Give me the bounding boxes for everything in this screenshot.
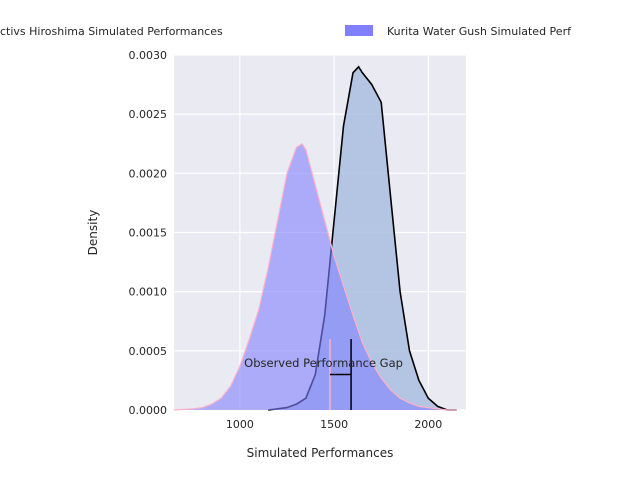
gap-markers bbox=[329, 339, 352, 410]
x-tick-label-1: 1500 bbox=[320, 418, 348, 431]
y-tick-label-5: 0.0025 bbox=[129, 108, 168, 121]
x-tick-labels: 1000 1500 2000 bbox=[226, 418, 442, 431]
y-tick-label-0: 0.0000 bbox=[129, 404, 168, 417]
y-tick-label-4: 0.0020 bbox=[129, 167, 168, 180]
legend-label-kurita: Kurita Water Gush Simulated Perf bbox=[387, 25, 572, 38]
density-areas bbox=[173, 65, 457, 411]
legend-swatch-kurita bbox=[345, 25, 373, 36]
annotation-observed-gap: Observed Performance Gap bbox=[244, 356, 403, 370]
x-tick-label-0: 1000 bbox=[226, 418, 254, 431]
area-series-1 bbox=[268, 66, 457, 411]
line-series-0 bbox=[173, 142, 457, 411]
legend: ctivs Hiroshima Simulated Performances K… bbox=[0, 25, 572, 38]
legend-label-activs-hiroshima: ctivs Hiroshima Simulated Performances bbox=[0, 25, 223, 38]
y-tick-label-2: 0.0010 bbox=[129, 286, 168, 299]
x-axis-label: Simulated Performances bbox=[247, 446, 394, 460]
y-tick-label-3: 0.0015 bbox=[129, 227, 168, 240]
y-tick-label-1: 0.0005 bbox=[129, 345, 168, 358]
y-tick-label-6: 0.0030 bbox=[129, 49, 168, 62]
area-series-0 bbox=[174, 143, 457, 411]
y-axis-label: Density bbox=[86, 210, 100, 256]
y-tick-labels: 0.0000 0.0005 0.0010 0.0015 0.0020 0.0025 0.00… bbox=[129, 49, 168, 417]
x-tick-label-2: 2000 bbox=[414, 418, 442, 431]
